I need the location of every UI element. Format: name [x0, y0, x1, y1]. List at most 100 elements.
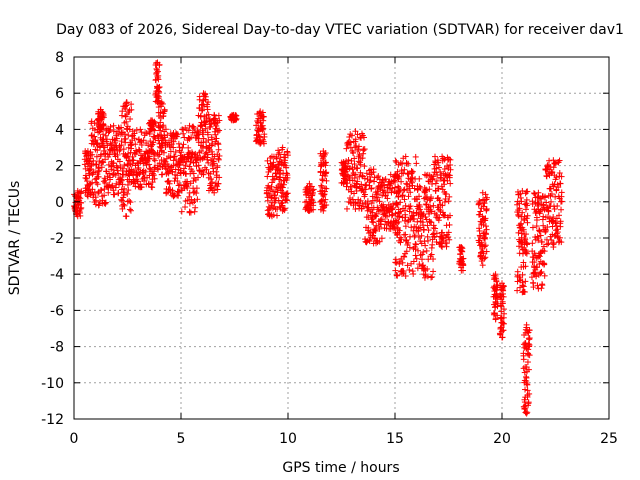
data-point [127, 207, 134, 214]
data-point [158, 135, 165, 142]
data-point [184, 184, 191, 191]
data-point [135, 164, 142, 171]
data-point [156, 151, 163, 158]
data-point [193, 185, 200, 192]
data-point [160, 122, 167, 129]
data-point [346, 165, 353, 172]
data-point [344, 180, 351, 187]
data-point [284, 152, 291, 159]
data-point [157, 119, 164, 126]
data-point [197, 123, 204, 130]
data-point [181, 165, 188, 172]
data-point [352, 206, 359, 213]
data-point [179, 144, 186, 151]
data-point [141, 177, 148, 184]
data-point [209, 136, 216, 143]
data-point [149, 117, 156, 124]
data-point [273, 155, 280, 162]
data-point [260, 113, 267, 120]
data-point [170, 193, 177, 200]
data-point [107, 176, 114, 183]
x-tick-label: 0 [70, 431, 79, 447]
data-point [205, 111, 212, 118]
data-point [276, 149, 283, 156]
data-point [208, 184, 215, 191]
data-point [186, 122, 193, 129]
data-point [151, 150, 158, 157]
data-point [128, 106, 135, 113]
data-point [257, 140, 264, 147]
data-point [309, 189, 316, 196]
data-point [198, 148, 205, 155]
data-point [193, 190, 200, 197]
data-point [77, 195, 84, 202]
data-point [178, 208, 185, 215]
data-point [345, 156, 352, 163]
data-point [151, 127, 158, 134]
data-point [146, 161, 153, 168]
data-point [120, 201, 127, 208]
data-point [371, 178, 378, 185]
data-point [208, 176, 215, 183]
data-point [174, 131, 181, 138]
data-point [170, 144, 177, 151]
data-point [257, 139, 264, 146]
data-point [280, 181, 287, 188]
data-point [310, 186, 317, 193]
data-point [158, 99, 165, 106]
data-point [323, 169, 330, 176]
data-point [175, 140, 182, 147]
data-point [370, 219, 377, 226]
data-point [165, 177, 172, 184]
data-point [74, 187, 81, 194]
data-point [110, 160, 117, 167]
data-point [351, 144, 358, 151]
data-point [156, 83, 163, 90]
data-point [84, 193, 91, 200]
data-point [350, 149, 357, 156]
data-point [174, 172, 181, 179]
data-point [167, 148, 174, 155]
data-point [275, 197, 282, 204]
data-point [150, 139, 157, 146]
data-point [230, 117, 237, 124]
data-point [123, 99, 130, 106]
data-point [211, 189, 218, 196]
data-point [111, 136, 118, 143]
data-point [191, 188, 198, 195]
data-point [104, 142, 111, 149]
data-point [216, 152, 223, 159]
data-point [372, 227, 379, 234]
data-point [359, 172, 366, 179]
y-tick-label: -8 [50, 340, 64, 356]
data-point [149, 179, 156, 186]
data-point [122, 135, 129, 142]
data-point [375, 173, 382, 180]
data-point [322, 196, 329, 203]
data-point [161, 107, 168, 114]
data-point [306, 180, 313, 187]
data-point [194, 196, 201, 203]
data-point [367, 177, 374, 184]
data-point [95, 190, 102, 197]
data-point [92, 136, 99, 143]
data-point [138, 142, 145, 149]
data-point [352, 136, 359, 143]
data-point [96, 167, 103, 174]
data-point [359, 200, 366, 207]
data-point [274, 161, 281, 168]
y-tick-label: 6 [55, 86, 64, 102]
data-point [355, 143, 362, 150]
data-point [124, 123, 131, 130]
data-point [320, 148, 327, 155]
data-point [184, 197, 191, 204]
data-point [119, 197, 126, 204]
data-point [279, 207, 286, 214]
data-point [199, 106, 206, 113]
data-point [308, 196, 315, 203]
data-point [93, 197, 100, 204]
data-point [279, 184, 286, 191]
data-point [375, 190, 382, 197]
data-point [215, 156, 222, 163]
data-point [87, 155, 94, 162]
